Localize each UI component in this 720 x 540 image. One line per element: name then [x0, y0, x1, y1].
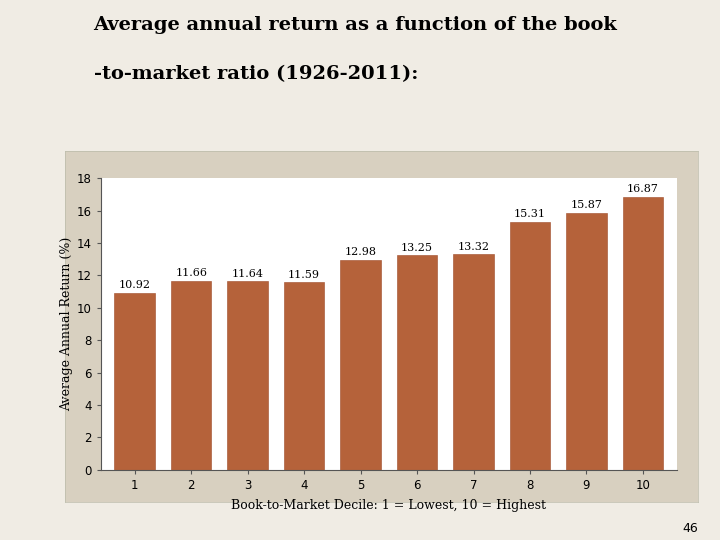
Text: 11.59: 11.59 [288, 269, 320, 280]
Text: 11.66: 11.66 [175, 268, 207, 279]
Bar [171, 281, 212, 470]
Bar [623, 197, 663, 470]
Text: 12.98: 12.98 [345, 247, 377, 257]
Text: 15.87: 15.87 [570, 200, 603, 210]
Bar [228, 281, 268, 470]
Bar [566, 213, 607, 470]
X-axis label: Book-to-Market Decile: 1 = Lowest, 10 = Highest: Book-to-Market Decile: 1 = Lowest, 10 = … [231, 499, 546, 512]
Text: 13.25: 13.25 [401, 242, 433, 253]
Bar [284, 282, 325, 470]
Text: 16.87: 16.87 [627, 184, 659, 194]
Text: 11.64: 11.64 [232, 269, 264, 279]
Bar [510, 222, 550, 470]
Bar [453, 254, 494, 470]
Text: 15.31: 15.31 [514, 210, 546, 219]
Y-axis label: Average Annual Return (%): Average Annual Return (%) [60, 237, 73, 411]
Text: 46: 46 [683, 522, 698, 535]
Text: 10.92: 10.92 [119, 280, 150, 291]
Bar [397, 255, 437, 470]
Text: 13.32: 13.32 [457, 241, 490, 252]
Bar [341, 260, 381, 470]
Text: -to-market ratio (1926-2011):: -to-market ratio (1926-2011): [94, 65, 418, 83]
Bar [114, 293, 155, 470]
Text: Average annual return as a function of the book: Average annual return as a function of t… [94, 16, 617, 34]
